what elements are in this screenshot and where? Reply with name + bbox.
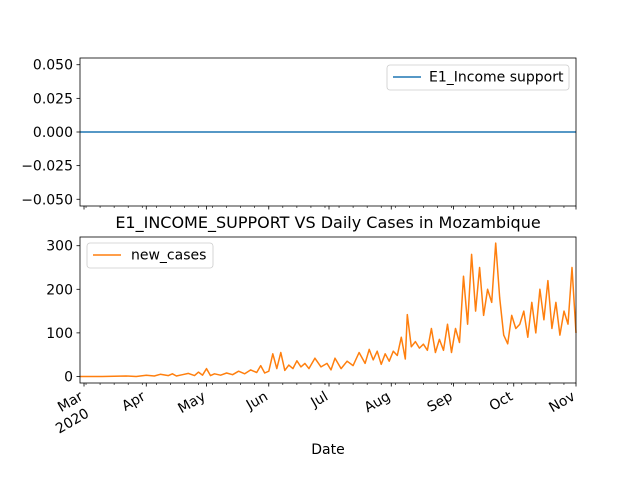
top-y-axis: −0.050 −0.025 0.000 0.025 0.050 [21,58,80,208]
y-tick-label: 100 [46,326,73,342]
y-tick-label: 0 [64,369,73,385]
y-tick-label: −0.025 [21,159,73,175]
y-tick-label: 0.050 [33,58,73,74]
y-tick-label: 0.000 [33,125,73,141]
bottom-legend-label: new_cases [131,248,206,264]
y-tick-label: 0.025 [33,91,73,107]
bottom-y-axis: 0 100 200 300 [46,239,80,385]
top-axes-frame [79,57,577,207]
top-legend: E1_Income support [386,64,570,91]
bottom-legend: new_cases [86,242,214,269]
series-line-new-cases [80,242,577,378]
y-tick-label: 300 [46,239,73,255]
chart-title: E1_INCOME_SUPPORT VS Daily Cases in Moza… [115,213,540,233]
top-chart: −0.050 −0.025 0.000 0.025 0.050 E1_Income su… [21,57,577,210]
bottom-axes-frame [79,236,577,384]
x-axis-label: Date [311,442,344,458]
y-tick-label: 200 [46,282,73,298]
bottom-legend-box [86,242,214,269]
x-tick-label: Jul [307,389,331,412]
y-tick-label: −0.050 [21,192,73,208]
top-legend-label: E1_Income support [429,70,564,86]
bottom-plot-area [80,242,577,378]
top-legend-box [386,64,570,91]
